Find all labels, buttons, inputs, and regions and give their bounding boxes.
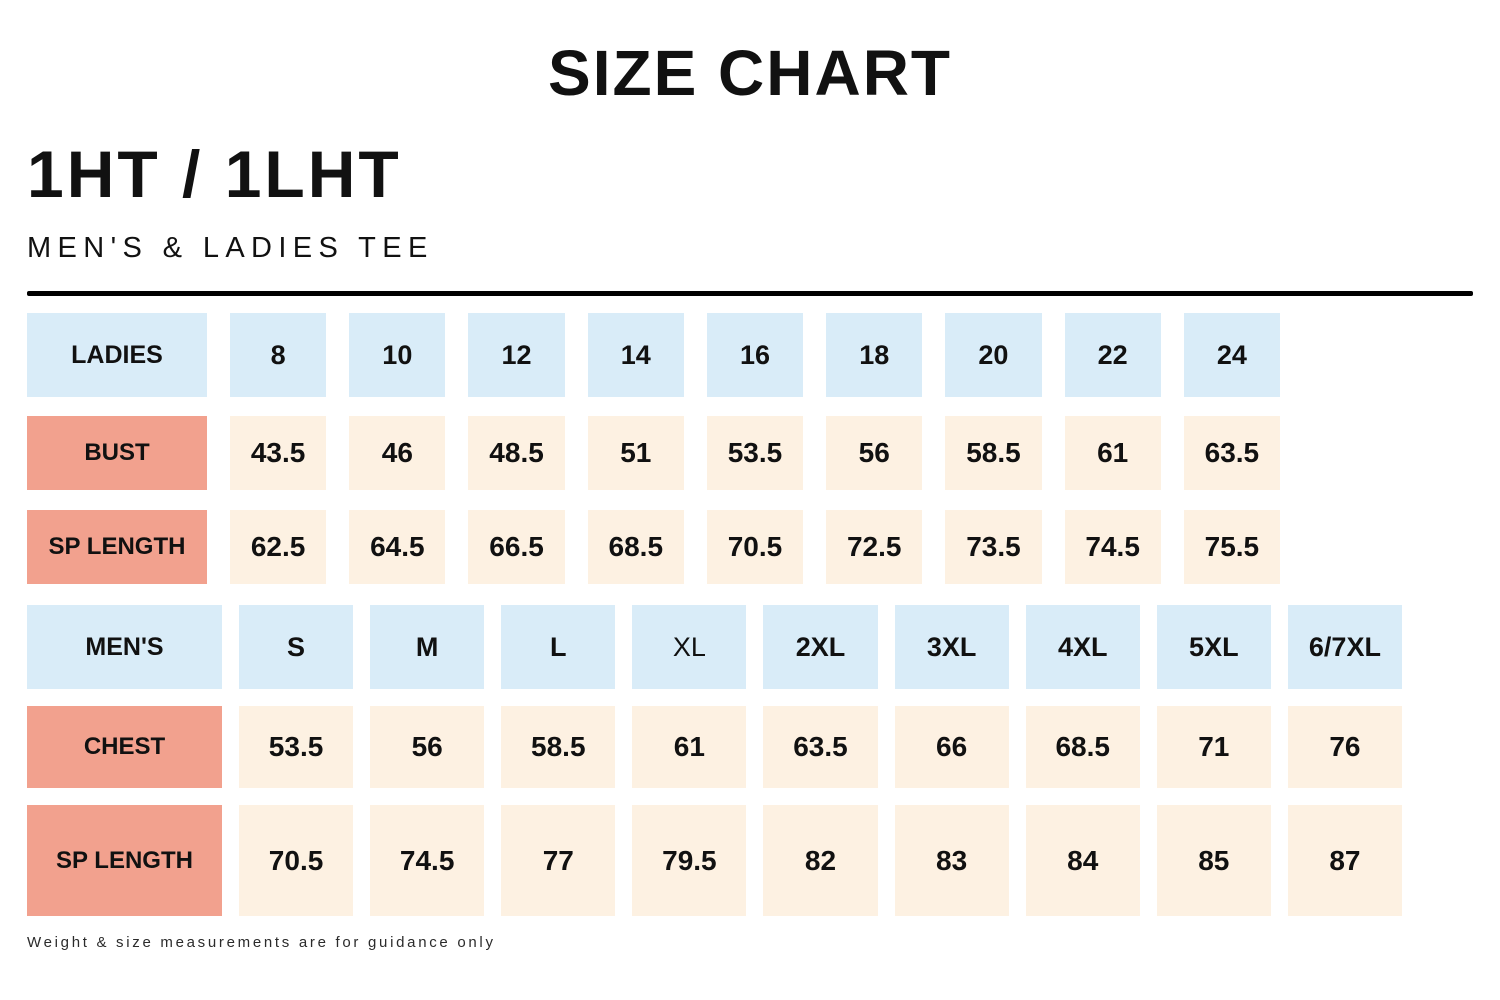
ladies-sp-length-cell: 70.5	[706, 510, 804, 584]
mens-size-cell: 5XL	[1156, 605, 1271, 689]
mens-sp-length-row: SP LENGTH 70.5 74.5 77 79.5 82 83 84 85 …	[27, 805, 1402, 916]
mens-sp-length-cell: 79.5	[632, 805, 747, 916]
bust-value-cell: 43.5	[230, 416, 327, 490]
chest-value-cell: 61	[632, 706, 747, 788]
product-code-heading: 1HT / 1LHT	[27, 137, 402, 211]
chest-value-cell: 66	[894, 706, 1009, 788]
ladies-size-cell: 18	[826, 313, 923, 397]
ladies-size-cell: 16	[706, 313, 804, 397]
mens-sp-length-cell: 83	[894, 805, 1009, 916]
bust-value-cell: 46	[349, 416, 446, 490]
chest-row: CHEST 53.5 56 58.5 61 63.5 66 68.5 71 76	[27, 706, 1402, 788]
bust-value-cell: 53.5	[706, 416, 804, 490]
divider-rule	[27, 291, 1473, 296]
ladies-size-cell: 12	[468, 313, 565, 397]
bust-value-cell: 48.5	[468, 416, 565, 490]
bust-value-cell: 63.5	[1183, 416, 1280, 490]
mens-sp-length-label: SP LENGTH	[27, 805, 222, 916]
bust-row: BUST 43.5 46 48.5 51 53.5 56 58.5 61 63.…	[27, 416, 1280, 490]
bust-value-cell: 56	[826, 416, 923, 490]
mens-sp-length-cell: 87	[1287, 805, 1402, 916]
mens-sp-length-cell: 77	[501, 805, 616, 916]
ladies-sp-length-cell: 66.5	[468, 510, 565, 584]
mens-sp-length-cell: 82	[763, 805, 878, 916]
mens-sp-length-cell: 84	[1025, 805, 1140, 916]
ladies-sp-length-cell: 72.5	[826, 510, 923, 584]
mens-sp-length-cell: 70.5	[239, 805, 354, 916]
mens-sp-length-cell: 74.5	[370, 805, 485, 916]
chest-value-cell: 71	[1156, 706, 1271, 788]
chest-value-cell: 68.5	[1025, 706, 1140, 788]
guidance-footnote: Weight & size measurements are for guida…	[27, 934, 496, 951]
chest-value-cell: 76	[1287, 706, 1402, 788]
ladies-size-cell: 22	[1064, 313, 1161, 397]
chest-value-cell: 56	[370, 706, 485, 788]
ladies-sp-length-label: SP LENGTH	[27, 510, 207, 584]
ladies-size-cell: 10	[349, 313, 446, 397]
ladies-sp-length-cell: 75.5	[1183, 510, 1280, 584]
product-subtitle: MEN'S & LADIES TEE	[27, 232, 434, 264]
ladies-size-cell: 8	[230, 313, 327, 397]
mens-size-cell: XL	[632, 605, 747, 689]
bust-value-cell: 58.5	[945, 416, 1042, 490]
ladies-size-cell: 24	[1183, 313, 1280, 397]
chest-value-cell: 63.5	[763, 706, 878, 788]
ladies-sp-length-cell: 73.5	[945, 510, 1042, 584]
ladies-header-row: LADIES 8 10 12 14 16 18 20 22 24	[27, 313, 1280, 397]
mens-size-cell: M	[370, 605, 485, 689]
mens-size-cell: S	[239, 605, 354, 689]
ladies-size-cell: 14	[587, 313, 684, 397]
size-table: LADIES 8 10 12 14 16 18 20 22 24 BUST 43…	[27, 313, 1500, 916]
mens-size-cell: 6/7XL	[1287, 605, 1402, 689]
ladies-sp-length-cell: 64.5	[349, 510, 446, 584]
ladies-size-cell: 20	[945, 313, 1042, 397]
ladies-sp-length-cell: 68.5	[587, 510, 684, 584]
mens-size-cell: L	[501, 605, 616, 689]
mens-size-cell: 4XL	[1025, 605, 1140, 689]
mens-sp-length-cell: 85	[1156, 805, 1271, 916]
mens-header-row: MEN'S S M L XL 2XL 3XL 4XL 5XL 6/7XL	[27, 605, 1402, 689]
chest-row-label: CHEST	[27, 706, 222, 788]
mens-size-cell: 3XL	[894, 605, 1009, 689]
bust-value-cell: 61	[1064, 416, 1161, 490]
chest-value-cell: 53.5	[239, 706, 354, 788]
bust-value-cell: 51	[587, 416, 684, 490]
ladies-sp-length-cell: 74.5	[1064, 510, 1161, 584]
page-title: SIZE CHART	[548, 37, 952, 109]
bust-row-label: BUST	[27, 416, 207, 490]
ladies-sp-length-row: SP LENGTH 62.5 64.5 66.5 68.5 70.5 72.5 …	[27, 510, 1280, 584]
mens-row-label: MEN'S	[27, 605, 222, 689]
mens-size-cell: 2XL	[763, 605, 878, 689]
chest-value-cell: 58.5	[501, 706, 616, 788]
ladies-row-label: LADIES	[27, 313, 207, 397]
ladies-sp-length-cell: 62.5	[230, 510, 327, 584]
